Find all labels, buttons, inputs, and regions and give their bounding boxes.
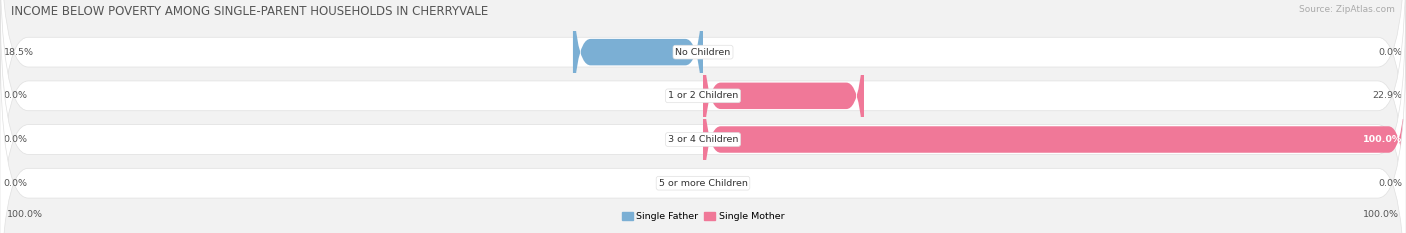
- FancyBboxPatch shape: [0, 33, 1406, 233]
- Text: No Children: No Children: [675, 48, 731, 57]
- Text: 100.0%: 100.0%: [1362, 210, 1399, 219]
- Text: 0.0%: 0.0%: [1378, 179, 1403, 188]
- Text: INCOME BELOW POVERTY AMONG SINGLE-PARENT HOUSEHOLDS IN CHERRYVALE: INCOME BELOW POVERTY AMONG SINGLE-PARENT…: [11, 5, 488, 18]
- Text: 18.5%: 18.5%: [3, 48, 34, 57]
- FancyBboxPatch shape: [703, 6, 863, 186]
- Text: 100.0%: 100.0%: [1364, 135, 1403, 144]
- Text: 100.0%: 100.0%: [7, 210, 44, 219]
- Text: 0.0%: 0.0%: [3, 179, 28, 188]
- Text: 22.9%: 22.9%: [1372, 91, 1403, 100]
- FancyBboxPatch shape: [703, 49, 1406, 230]
- Text: 3 or 4 Children: 3 or 4 Children: [668, 135, 738, 144]
- Text: 0.0%: 0.0%: [3, 135, 28, 144]
- Text: Source: ZipAtlas.com: Source: ZipAtlas.com: [1299, 5, 1395, 14]
- Legend: Single Father, Single Mother: Single Father, Single Mother: [617, 208, 789, 225]
- Text: 5 or more Children: 5 or more Children: [658, 179, 748, 188]
- Text: 0.0%: 0.0%: [1378, 48, 1403, 57]
- Text: 0.0%: 0.0%: [3, 91, 28, 100]
- FancyBboxPatch shape: [574, 0, 703, 142]
- Text: 1 or 2 Children: 1 or 2 Children: [668, 91, 738, 100]
- FancyBboxPatch shape: [0, 0, 1406, 203]
